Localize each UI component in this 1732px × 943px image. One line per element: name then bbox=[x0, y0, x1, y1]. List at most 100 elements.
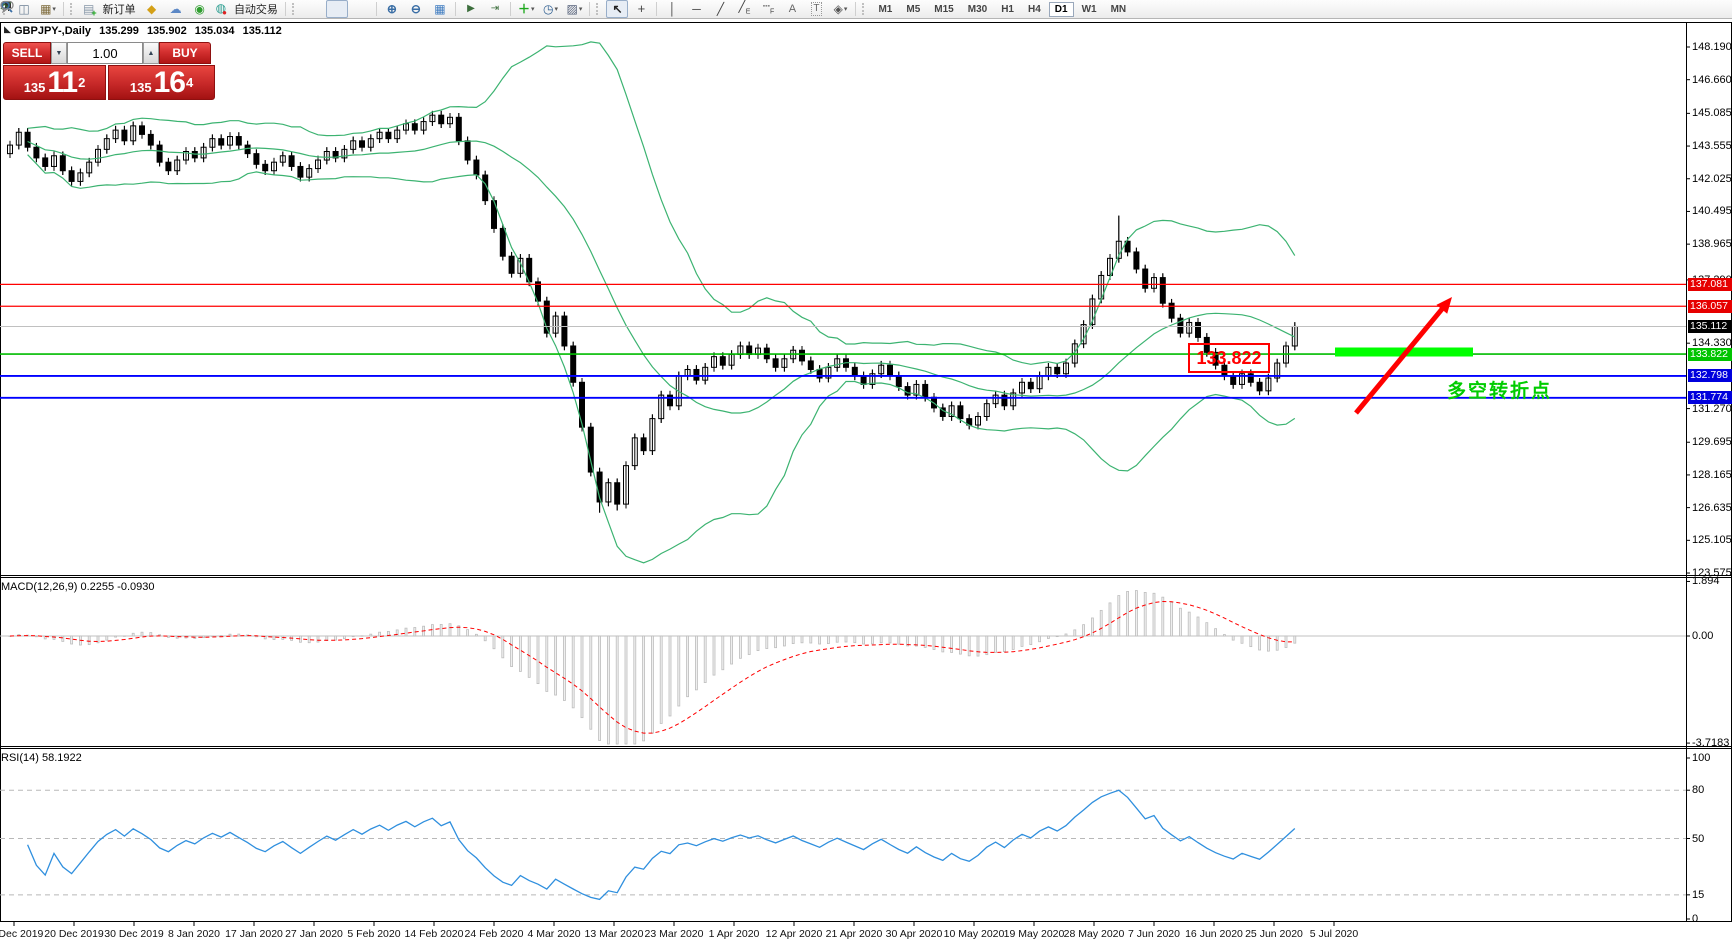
fibonacci-channel-button[interactable]: ╱E bbox=[733, 0, 755, 18]
timeframe-button-m1[interactable]: M1 bbox=[878, 3, 893, 15]
chat-button[interactable] bbox=[0, 0, 1725, 18]
date-axis-label: 20 Dec 2019 bbox=[44, 928, 104, 940]
timeframe-button-m15[interactable]: M15 bbox=[934, 3, 954, 15]
date-axis-label: 5 Feb 2020 bbox=[347, 928, 401, 940]
volume-input[interactable]: 1.00 bbox=[67, 42, 143, 64]
price-axis-badge[interactable]: 133.822 bbox=[1688, 347, 1732, 361]
periods-button[interactable]: ◷ ▾ bbox=[539, 0, 561, 18]
macd-axis-tick: 0.00 bbox=[1692, 630, 1714, 642]
timeframe-button-h1[interactable]: H1 bbox=[1001, 3, 1014, 15]
buy-price-big-figure: 135 bbox=[129, 80, 152, 95]
chevron-down-icon: ▾ bbox=[52, 6, 56, 13]
price-axis-badge[interactable]: 135.112 bbox=[1688, 319, 1732, 333]
date-axis-label: 28 May 2020 bbox=[1063, 928, 1125, 940]
price-axis-badge[interactable]: 136.057 bbox=[1688, 299, 1732, 313]
zoom-out-icon: ⊖ bbox=[410, 2, 421, 16]
arrows-icon: ◈ bbox=[833, 2, 843, 16]
periods-icon: ◷ bbox=[542, 2, 554, 16]
timeframe-button-h4[interactable]: H4 bbox=[1027, 3, 1041, 15]
volume-decrease-button[interactable]: ▼ bbox=[51, 42, 67, 64]
zoom-out-button[interactable]: ⊖ bbox=[405, 0, 427, 18]
cursor-button[interactable]: ↖ bbox=[606, 0, 629, 18]
arrows-button[interactable]: ◈ ▾ bbox=[829, 0, 851, 18]
zoom-in-icon: ⊕ bbox=[386, 2, 397, 16]
date-axis-label: 12 Apr 2020 bbox=[765, 928, 823, 940]
toolbar-grip[interactable] bbox=[862, 3, 867, 15]
trendline-button[interactable]: ╱ bbox=[709, 0, 731, 18]
rsi-axis-tick: 100 bbox=[1692, 752, 1711, 764]
fibonacci-retracement-icon: ┄F bbox=[762, 0, 775, 16]
timeframe-button-w1[interactable]: W1 bbox=[1081, 3, 1097, 15]
market-watch-icon: ◆ bbox=[146, 2, 157, 16]
autotrading-label: 自动交易 bbox=[233, 4, 278, 16]
toolbar-grip[interactable] bbox=[291, 3, 297, 15]
chevron-down-icon: ▾ bbox=[578, 6, 583, 13]
macd-signal-line bbox=[9, 600, 1295, 734]
trend-arrow-line[interactable] bbox=[1354, 303, 1448, 415]
vertical-line-button[interactable]: │ bbox=[661, 0, 683, 18]
timeframe-button-d1[interactable]: D1 bbox=[1048, 1, 1074, 17]
timeframe-button-mn[interactable]: MN bbox=[1110, 3, 1127, 15]
price-axis-badge[interactable]: 131.774 bbox=[1688, 391, 1732, 405]
price-axis-tick: 126.635 bbox=[1692, 501, 1732, 514]
timeframe-button-m5[interactable]: M5 bbox=[906, 3, 921, 15]
templates-icon: ▨ bbox=[566, 2, 578, 16]
autotrading-icon: ◍● bbox=[215, 1, 227, 17]
auto-scroll-icon: ▶ bbox=[467, 3, 475, 14]
macd-indicator-label: MACD(12,26,9) 0.2255 -0.0930 bbox=[1, 581, 155, 593]
price-axis-tick: 131.270 bbox=[1692, 402, 1732, 415]
autotrading-button[interactable]: ◍● 自动交易 bbox=[213, 0, 281, 18]
new-order-button[interactable]: ▤+ 新订单 bbox=[80, 0, 139, 18]
rsi-axis-tick: 50 bbox=[1692, 832, 1705, 845]
sell-button[interactable]: SELL bbox=[3, 42, 51, 64]
toolbar-grip[interactable] bbox=[70, 3, 75, 15]
price-annotation-box[interactable]: 133.822 bbox=[1188, 343, 1270, 373]
zoom-in-button[interactable]: ⊕ bbox=[381, 0, 403, 18]
high-value: 135.902 bbox=[146, 25, 187, 37]
rsi-line bbox=[27, 789, 1296, 901]
sell-price-button[interactable]: 135 11 2 bbox=[3, 65, 107, 100]
new-chart-icon: ◫ bbox=[18, 2, 30, 16]
templates-button[interactable]: ▨ ▾ bbox=[563, 0, 585, 18]
rsi-axis-tick: 80 bbox=[1692, 784, 1705, 797]
price-axis-badge[interactable]: 137.081 bbox=[1688, 277, 1732, 291]
rsi-axis-tick: 0 bbox=[1692, 913, 1699, 925]
trend-arrow-head[interactable] bbox=[1436, 297, 1452, 314]
date-axis-label: 25 Jun 2020 bbox=[1245, 928, 1303, 940]
date-axis-label: 14 Feb 2020 bbox=[404, 928, 464, 940]
text-label-button[interactable]: T bbox=[805, 0, 827, 18]
horizontal-line-button[interactable]: ─ bbox=[685, 0, 707, 18]
price-axis-badge[interactable]: 132.798 bbox=[1688, 369, 1732, 383]
text-icon: A bbox=[788, 3, 797, 15]
macd-axis-tick: 1.894 bbox=[1692, 575, 1720, 588]
chat-icon bbox=[0, 0, 14, 13]
fibonacci-retracement-button[interactable]: ┄F bbox=[757, 0, 779, 18]
date-axis-label: 23 Mar 2020 bbox=[644, 928, 704, 940]
navigator-button[interactable]: ◉ bbox=[189, 0, 211, 18]
one-click-collapse-icon[interactable]: ◣ bbox=[4, 24, 11, 34]
data-window-button[interactable]: ☁ bbox=[165, 0, 187, 18]
chart-shift-button[interactable]: ⇥ bbox=[484, 0, 506, 18]
new-chart-button[interactable]: ◫ bbox=[13, 0, 35, 18]
tile-windows-icon: ▦ bbox=[434, 2, 446, 16]
text-label-icon: T bbox=[811, 2, 822, 16]
chart-ohlc-header: GBPJPY-,Daily 135.299 135.902 135.034 13… bbox=[14, 25, 287, 37]
tile-windows-button[interactable]: ▦ bbox=[429, 0, 451, 18]
volume-increase-button[interactable]: ▲ bbox=[143, 42, 159, 64]
toolbar-grip[interactable] bbox=[596, 3, 601, 15]
buy-button[interactable]: BUY bbox=[159, 42, 211, 64]
auto-scroll-button[interactable]: ▶ bbox=[460, 0, 482, 18]
price-axis-tick: 148.190 bbox=[1692, 41, 1732, 53]
timeframe-button-m30[interactable]: M30 bbox=[967, 3, 988, 15]
market-watch-button[interactable]: ◆ bbox=[141, 0, 163, 18]
open-value: 135.299 bbox=[99, 25, 139, 37]
profiles-button[interactable]: ▦ ▾ bbox=[37, 0, 59, 18]
price-axis-tick: 145.085 bbox=[1692, 107, 1732, 120]
buy-price-button[interactable]: 135 16 4 bbox=[108, 65, 215, 100]
crosshair-button[interactable]: + bbox=[630, 0, 652, 18]
turning-point-annotation[interactable]: 多空转折点 bbox=[1447, 381, 1553, 402]
text-button[interactable]: A bbox=[781, 0, 803, 18]
indicators-button[interactable]: ＋ ▾ bbox=[515, 0, 538, 18]
